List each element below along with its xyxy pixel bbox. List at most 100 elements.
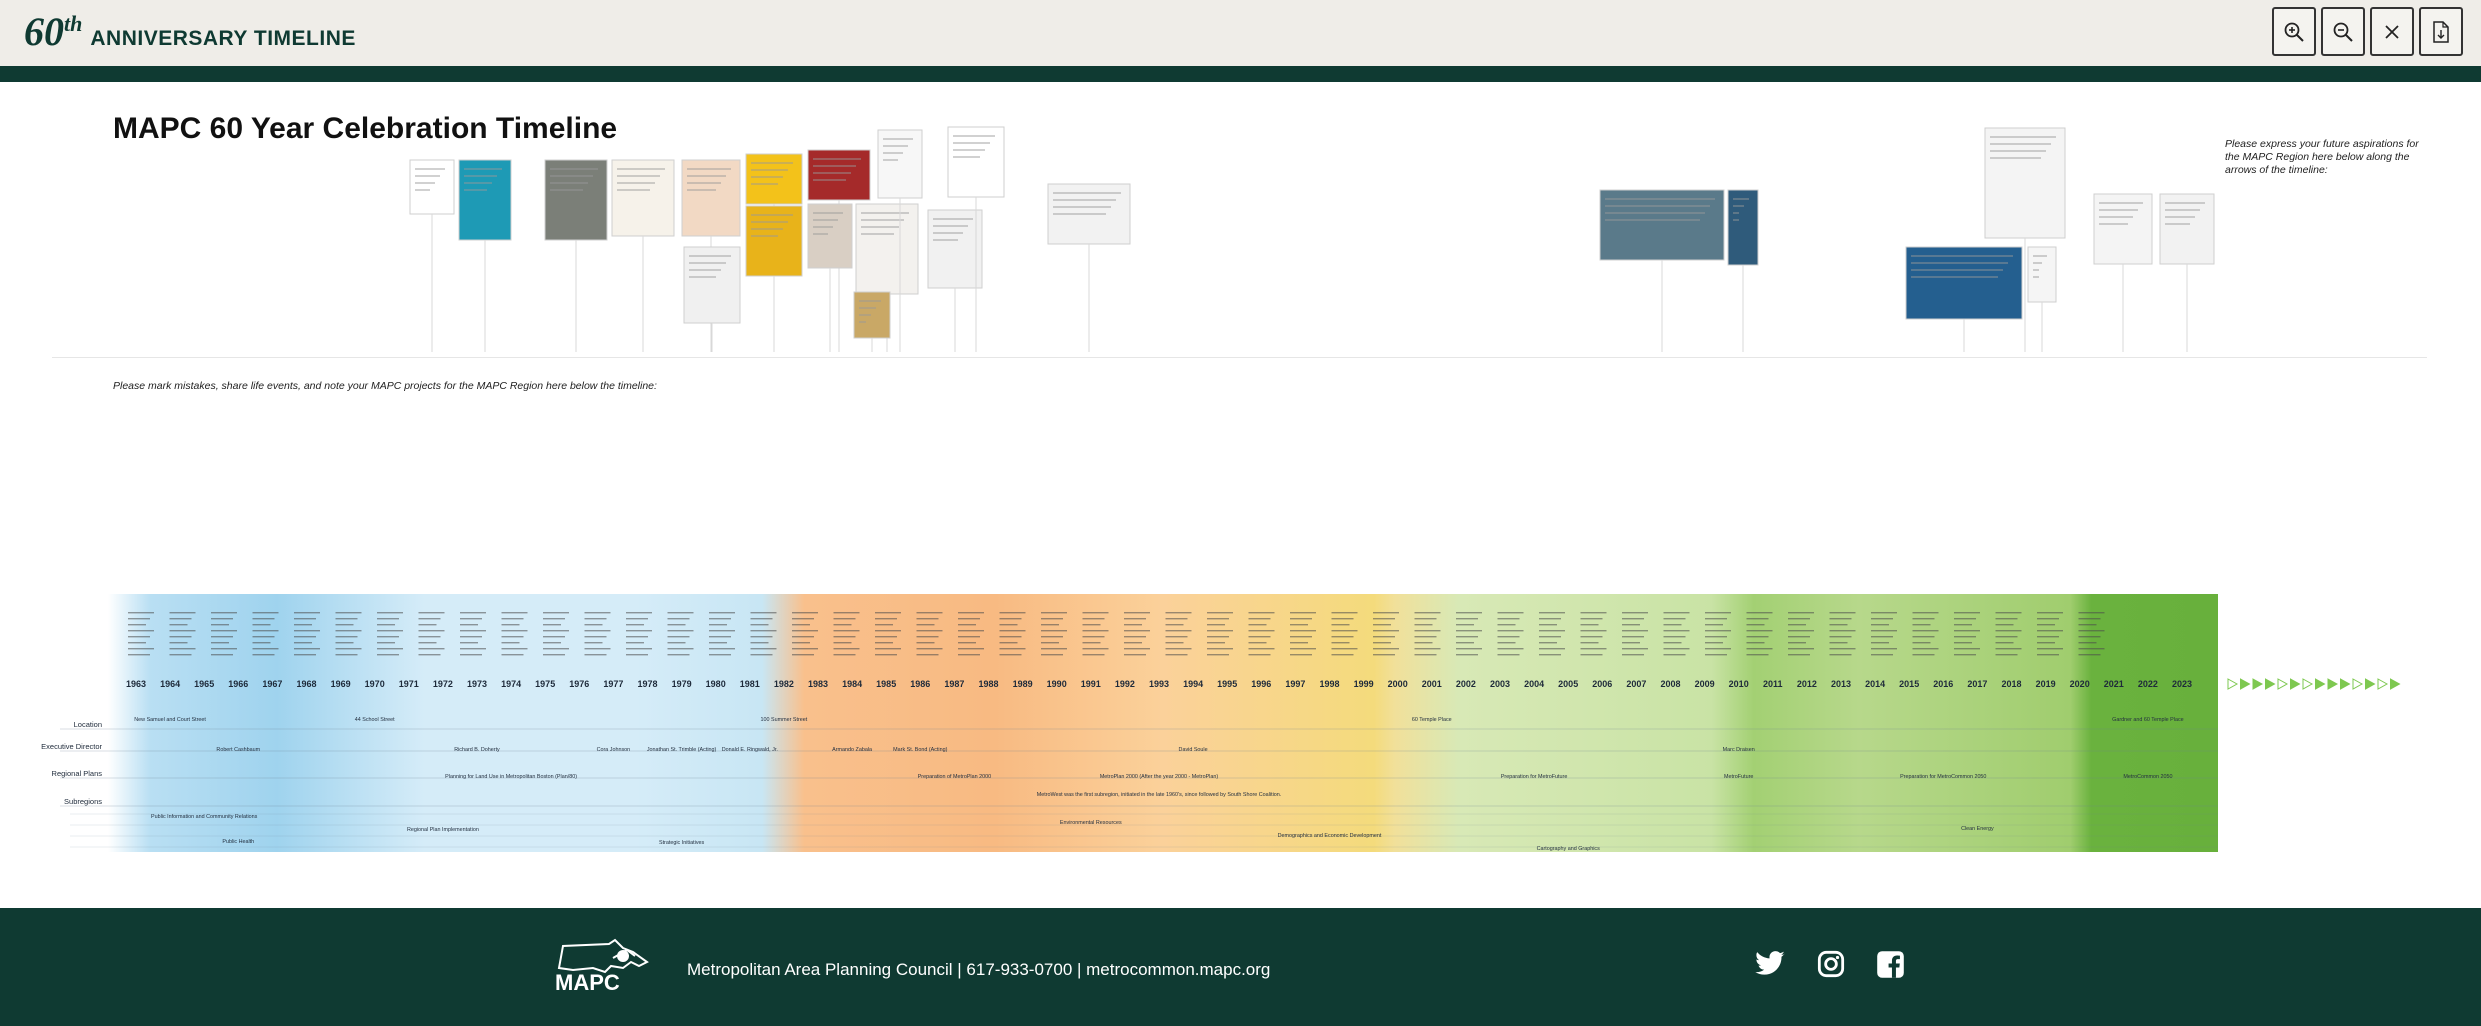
timeline-entry: Strategic Initiatives <box>659 840 705 846</box>
year-note-line <box>252 648 279 650</box>
year-note-line <box>2037 624 2055 626</box>
year-note-line <box>750 624 769 626</box>
year-tick-label: 2012 <box>1797 679 1817 689</box>
future-arrow-marker[interactable] <box>2265 678 2276 690</box>
thumbnail-text-line <box>1605 219 1700 221</box>
year-note-line <box>792 630 818 632</box>
timeline-entry: 100 Summer Street <box>761 717 808 723</box>
thumbnail-text-line <box>1605 205 1710 207</box>
close-icon <box>2385 24 2399 39</box>
year-note-line <box>252 612 279 614</box>
year-note-line <box>1207 642 1225 644</box>
future-arrow-marker[interactable] <box>2352 678 2364 690</box>
year-note-line <box>1165 630 1192 632</box>
future-arrow-marker[interactable] <box>2315 678 2326 690</box>
close-button[interactable] <box>2370 7 2414 56</box>
timeline-chart: 1963 1964 1965 1966 1967 1968 1969 1970 1971 1972… <box>41 594 2401 852</box>
feedback-note: Please mark mistakes, share life events,… <box>113 380 657 392</box>
thumbnail-text-line <box>2165 202 2205 204</box>
year-note-line <box>1207 612 1233 614</box>
year-tick-label: 2002 <box>1456 679 1476 689</box>
year-note-line <box>501 624 520 626</box>
zoom-out-button[interactable] <box>2321 7 2365 56</box>
year-tick-label: 1970 <box>365 679 385 689</box>
document-thumbnail <box>927 209 983 289</box>
page-title: MAPC 60 Year Celebration Timeline <box>113 112 618 145</box>
timeline-entry: Planning for Land Use in Metropolitan Bo… <box>445 774 577 780</box>
year-note-line <box>460 630 486 632</box>
year-note-line <box>211 648 237 650</box>
year-note-line <box>2037 642 2055 644</box>
thumbnail-text-line <box>1605 198 1715 200</box>
future-arrow-marker[interactable] <box>2252 678 2264 690</box>
future-arrow-marker[interactable] <box>2390 678 2401 690</box>
year-tick-label: 1998 <box>1319 679 1339 689</box>
year-note-line <box>833 648 860 650</box>
year-note-line <box>750 648 777 650</box>
year-note-line <box>916 630 943 632</box>
year-note-line <box>1580 624 1599 626</box>
year-note-line <box>1788 630 1814 632</box>
year-note-line <box>626 648 652 650</box>
year-note-line <box>1497 648 1524 650</box>
year-tick-label: 1989 <box>1013 679 1033 689</box>
timeline-canvas[interactable]: MAPC 60 Year Celebration Timeline Please… <box>0 82 2481 908</box>
year-note-line <box>2078 630 2105 632</box>
thumbnail-text-line <box>415 182 435 184</box>
future-arrow-marker[interactable] <box>2240 678 2251 690</box>
year-note-line <box>1456 654 1478 656</box>
thumbnail-text-line <box>883 145 908 147</box>
year-tick-label: 2011 <box>1763 679 1783 689</box>
future-arrow-marker[interactable] <box>2302 678 2314 690</box>
year-note-line <box>584 624 603 626</box>
thumbnail-text-line <box>1733 219 1739 221</box>
year-note-line <box>1414 612 1441 614</box>
year-note-line <box>958 618 980 620</box>
future-arrow-marker[interactable] <box>2365 678 2376 690</box>
year-note-line <box>1373 642 1391 644</box>
document-thumbnail <box>807 149 871 201</box>
year-note-line <box>460 612 486 614</box>
future-arrow-marker[interactable] <box>2277 678 2289 690</box>
document-thumbnail <box>947 126 1005 198</box>
future-arrow-marker[interactable] <box>2377 678 2389 690</box>
year-note-line <box>1829 630 1856 632</box>
year-note-line <box>1373 636 1395 638</box>
future-arrow-marker[interactable] <box>2227 678 2239 690</box>
year-note-line <box>169 624 188 626</box>
year-note-line <box>335 612 362 614</box>
year-note-line <box>958 642 976 644</box>
future-arrow-marker[interactable] <box>2340 678 2351 690</box>
twitter-icon[interactable] <box>1754 950 1786 983</box>
future-arrow-marker[interactable] <box>2290 678 2301 690</box>
year-note-line <box>709 624 727 626</box>
instagram-icon[interactable] <box>1817 950 1845 983</box>
year-note-line <box>667 618 690 620</box>
thumbnail-text-line <box>2033 262 2042 264</box>
year-note-line <box>1041 642 1059 644</box>
year-note-line <box>1414 618 1437 620</box>
top-bar: 60 th ANNIVERSARY TIMELINE <box>0 0 2481 66</box>
facebook-icon[interactable] <box>1876 950 1905 984</box>
thumbnail-text-line <box>617 182 655 184</box>
year-note-line <box>1746 648 1773 650</box>
future-arrow-marker[interactable] <box>2327 678 2339 690</box>
thumbnail-text-line <box>751 176 783 178</box>
year-note-line <box>792 624 810 626</box>
export-button[interactable] <box>2419 7 2463 56</box>
year-note-line <box>1995 612 2022 614</box>
year-note-line <box>418 654 441 656</box>
thumbnail-text-line <box>550 175 593 177</box>
year-note-line <box>2037 612 2063 614</box>
year-note-line <box>916 636 939 638</box>
timeline-entry: MetroWest was the first subregion, initi… <box>1037 792 1282 798</box>
year-note-line <box>294 630 320 632</box>
timeline-entry: Cora Johnson <box>597 747 631 753</box>
year-note-line <box>1788 654 1810 656</box>
zoom-in-button[interactable] <box>2272 7 2316 56</box>
year-tick-label: 2004 <box>1524 679 1544 689</box>
year-note-line <box>667 612 694 614</box>
year-note-line <box>1954 636 1976 638</box>
year-tick-label: 2017 <box>1967 679 1987 689</box>
year-note-line <box>1248 618 1271 620</box>
